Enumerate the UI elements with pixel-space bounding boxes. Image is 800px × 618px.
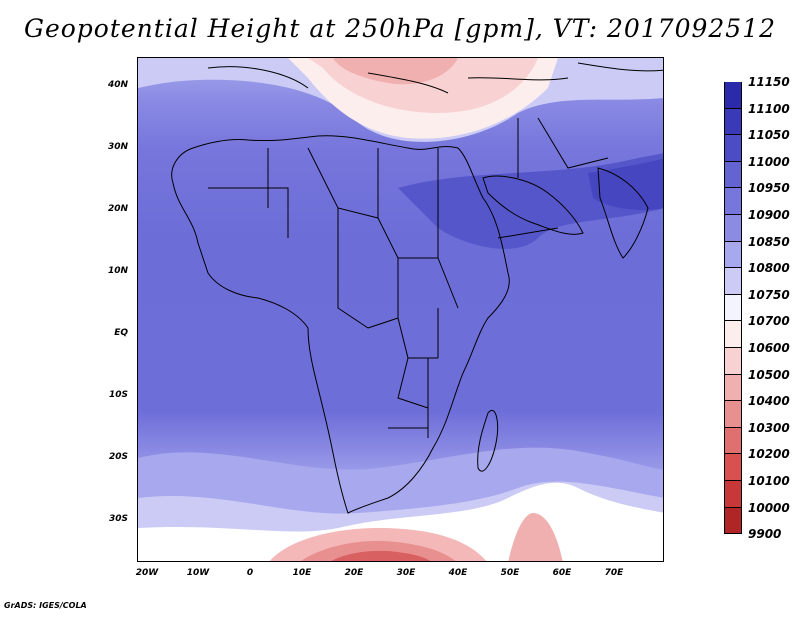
madagascar-outline [477, 410, 499, 472]
lon-label-30e: 30E [396, 568, 416, 578]
colorbar-label: 10950 [748, 181, 790, 196]
lat-label-30n: 30N [107, 142, 128, 152]
lat-label-40n: 40N [107, 80, 128, 90]
colorbar-swatch [724, 214, 742, 242]
colorbar-swatch [724, 454, 742, 481]
colorbar-label: 10700 [748, 314, 790, 329]
map-panel [137, 57, 664, 562]
colorbar-swatch [724, 321, 742, 348]
colorbar-label: 10600 [748, 341, 790, 355]
lon-label-10e: 10E [292, 568, 312, 578]
grads-credit: GrADS: IGES/COLA [4, 601, 87, 610]
colorbar-swatch [724, 294, 742, 322]
colorbar-swatch [724, 427, 742, 455]
arabia-outline [482, 175, 584, 235]
colorbar-swatch [724, 347, 742, 375]
colorbar-label: 11050 [748, 128, 790, 143]
colorbar-label: 10200 [748, 447, 790, 462]
colorbar-swatch [724, 82, 742, 109]
africa-outline [171, 135, 510, 514]
lon-label-70e: 70E [604, 568, 624, 578]
colorbar-label: 9900 [748, 527, 782, 542]
colorbar-swatch [724, 241, 742, 269]
colorbar-label: 10850 [748, 234, 790, 249]
contour-11000-india [588, 158, 663, 210]
lat-label-eq: EQ [114, 328, 128, 338]
colorbar-label: 11100 [748, 101, 790, 116]
india-outline [597, 167, 649, 259]
map-title: Geopotential Height at 250hPa [gpm], VT:… [23, 14, 777, 43]
mediterranean-coasts [207, 62, 663, 94]
lon-label-20w: 20W [135, 568, 159, 578]
lat-label-10n: 10N [107, 266, 128, 276]
lat-label-10s: 10S [108, 390, 128, 400]
colorbar-swatch [724, 507, 742, 535]
lon-label-20e: 20E [344, 568, 364, 578]
contour-10500-north [328, 58, 458, 85]
colorbar-label: 10800 [748, 261, 790, 276]
contour-10600-madagascar-ridge [508, 513, 563, 561]
colorbar-swatch [724, 374, 742, 402]
contour-10300-south [331, 550, 431, 561]
colorbar-swatch [724, 268, 742, 295]
colorbar-swatch [724, 188, 742, 215]
colorbar-label: 10000 [748, 500, 790, 515]
lat-label-20n: 20N [107, 204, 128, 214]
lon-label-40e: 40E [448, 568, 468, 578]
country-borders [208, 147, 459, 438]
coastlines [171, 62, 663, 514]
lat-label-20s: 20S [108, 452, 128, 462]
colorbar-swatch [724, 135, 742, 162]
colorbar-label: 11150 [748, 75, 790, 89]
colorbar-swatch [724, 401, 742, 428]
lon-label-10w: 10W [186, 568, 210, 578]
colorbar-swatch [724, 480, 742, 508]
colorbar [724, 82, 742, 535]
lon-label-0: 0 [246, 568, 254, 578]
height-field [138, 58, 663, 561]
colorbar-label: 10300 [748, 420, 790, 435]
colorbar-label: 10750 [748, 287, 790, 302]
asia-borders [497, 117, 609, 239]
colorbar-label: 10500 [748, 367, 790, 382]
lat-label-30s: 30S [108, 514, 128, 524]
colorbar-label: 10900 [748, 208, 790, 222]
lon-label-50e: 50E [500, 568, 520, 578]
colorbar-swatch [724, 108, 742, 136]
colorbar-label: 10400 [748, 394, 790, 409]
colorbar-label: 11000 [748, 154, 790, 169]
colorbar-swatch [724, 161, 742, 189]
lon-label-60e: 60E [552, 568, 572, 578]
colorbar-label: 10100 [748, 474, 790, 488]
